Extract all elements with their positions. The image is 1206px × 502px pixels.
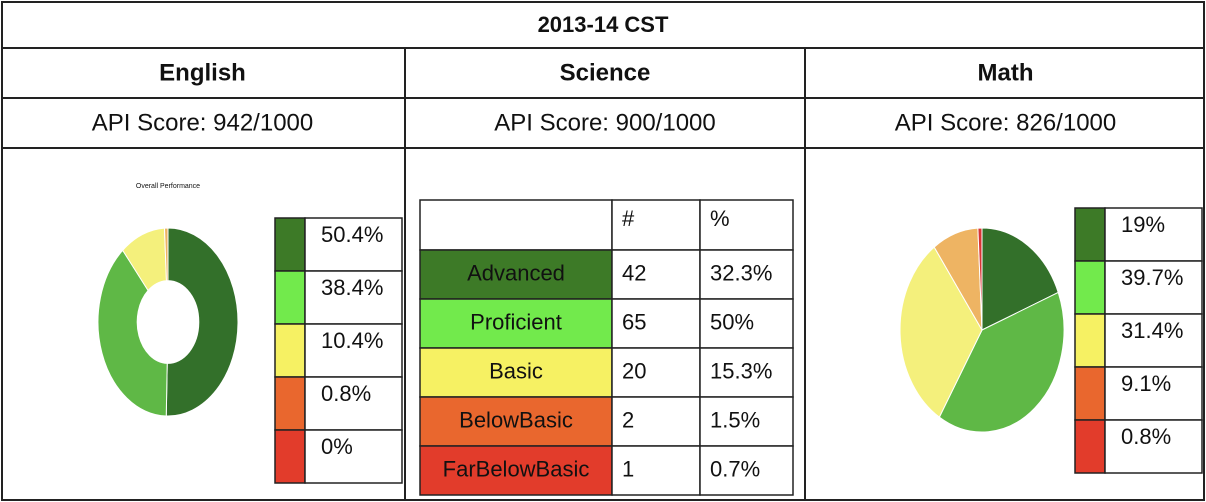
legend-swatch <box>1074 366 1106 421</box>
legend-swatch <box>1074 207 1106 262</box>
table-value: 42 <box>622 260 646 285</box>
slice <box>165 227 239 417</box>
subject-name: Science <box>560 59 651 86</box>
legend-cell <box>304 429 403 484</box>
table-cell <box>699 445 794 496</box>
api-score: API Score: 900/1000 <box>494 109 715 136</box>
legend-label: 9.1% <box>1121 371 1171 396</box>
legend-cell <box>1104 260 1203 315</box>
level-name: Advanced <box>467 260 565 285</box>
legend-label: 38.4% <box>321 275 383 300</box>
legend-cell <box>1104 419 1203 474</box>
table-value: 15.3% <box>710 358 772 383</box>
table-cell <box>611 445 701 496</box>
slice <box>981 227 1059 331</box>
table-header: # <box>622 206 635 231</box>
slice <box>977 227 983 331</box>
table-header-cell <box>419 199 613 251</box>
legend-cell <box>1104 207 1203 262</box>
legend-label: 31.4% <box>1121 318 1183 343</box>
slice <box>899 246 983 418</box>
level-name: Proficient <box>470 309 562 334</box>
page-title: 2013-14 CST <box>538 12 669 37</box>
table-value: 1.5% <box>710 407 760 432</box>
table-cell <box>699 347 794 398</box>
table-cell <box>419 249 613 300</box>
legend-label: 39.7% <box>1121 265 1183 290</box>
legend-label: 0% <box>321 434 353 459</box>
api-score: API Score: 826/1000 <box>895 109 1116 136</box>
legend-swatch <box>1074 419 1106 474</box>
legend-label: 19% <box>1121 212 1165 237</box>
table-cell <box>419 396 613 447</box>
table-value: 32.3% <box>710 260 772 285</box>
legend-cell <box>1104 313 1203 368</box>
legend-cell <box>1104 366 1203 421</box>
legend-cell <box>304 376 403 431</box>
subject-name: English <box>159 59 246 86</box>
table-value: 2 <box>622 407 634 432</box>
legend-swatch <box>274 323 306 378</box>
legend-label: 0.8% <box>321 381 371 406</box>
legend-label: 50.4% <box>321 222 383 247</box>
level-name: FarBelowBasic <box>443 456 590 481</box>
table-cell <box>699 249 794 300</box>
api-score: API Score: 942/1000 <box>92 109 313 136</box>
legend-swatch <box>274 429 306 484</box>
legend-cell <box>304 323 403 378</box>
legend-swatch <box>274 217 306 272</box>
legend-cell <box>304 217 403 272</box>
table-cell <box>419 298 613 349</box>
legend-label: 0.8% <box>1121 424 1171 449</box>
legend-swatch <box>1074 313 1106 368</box>
slice <box>97 249 168 417</box>
table-value: 65 <box>622 309 646 334</box>
legend-cell <box>304 270 403 325</box>
chart-title: Overall Performance <box>136 183 200 190</box>
level-name: Basic <box>489 358 543 383</box>
level-name: BelowBasic <box>459 407 573 432</box>
table-header: % <box>710 206 730 231</box>
subject-name: Math <box>978 59 1034 86</box>
table-value: 0.7% <box>710 456 760 481</box>
table-value: 20 <box>622 358 646 383</box>
legend-swatch <box>274 376 306 431</box>
table-header-cell <box>699 199 794 251</box>
slice <box>938 291 1065 433</box>
legend-swatch <box>1074 260 1106 315</box>
table-cell <box>611 249 701 300</box>
legend-label: 10.4% <box>321 328 383 353</box>
table-cell <box>699 298 794 349</box>
table-value: 1 <box>622 456 634 481</box>
table-cell <box>611 298 701 349</box>
legend-swatch <box>274 270 306 325</box>
table-value: 50% <box>710 309 754 334</box>
